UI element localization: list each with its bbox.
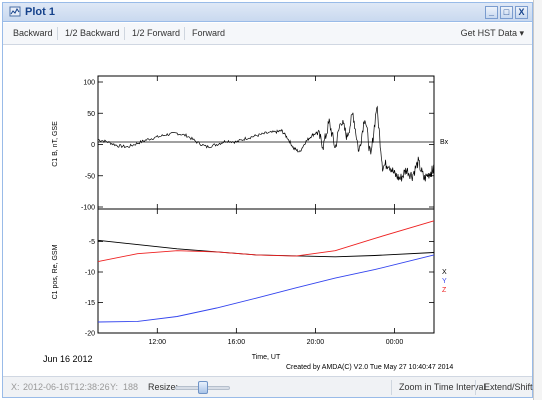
x-tick-label: 12:00 — [149, 339, 167, 346]
toolbar: Backward 1/2 Backward 1/2 Forward Forwar… — [3, 23, 532, 45]
bottom-panel-frame — [97, 208, 435, 334]
window-controls: _ □ X — [485, 6, 528, 19]
background-panel-edge — [533, 0, 542, 400]
legend-z: Z — [442, 287, 447, 294]
y-tick-label: -20 — [85, 331, 95, 338]
top-series-group — [97, 105, 435, 182]
zoom-in-time-interval-button[interactable]: Zoom in Time Interval — [399, 382, 486, 392]
x-tick-label: 00:00 — [386, 339, 404, 346]
close-button[interactable]: X — [515, 6, 528, 19]
bottom-ylabel: C1 pos, Re, GSM — [52, 244, 59, 299]
toolbar-separator — [57, 27, 58, 40]
legend-x: X — [442, 269, 447, 276]
x-tick-label: 20:00 — [307, 339, 325, 346]
status-separator — [391, 380, 392, 395]
date-label: Jun 16 2012 — [43, 354, 93, 364]
bottom-series-group — [97, 220, 435, 323]
maximize-icon: □ — [503, 7, 510, 17]
window-title: Plot 1 — [25, 6, 55, 18]
resize-label: Resize: — [148, 382, 179, 392]
credit-text: Created by AMDA(C) V2.0 Tue May 27 10:40… — [286, 364, 453, 371]
maximize-button[interactable]: □ — [500, 6, 513, 19]
y-tick-label: 0 — [91, 142, 95, 149]
minimize-button[interactable]: _ — [485, 6, 498, 19]
extend-shift-button[interactable]: Extend/Shift — [484, 382, 533, 392]
close-icon: X — [518, 7, 525, 17]
window-titlebar[interactable]: Plot 1 _ □ X — [3, 3, 532, 22]
top-ylabel: C1 B, nT, GSE — [52, 121, 59, 167]
y-coord-value: 188 — [123, 382, 139, 392]
toolbar-separator — [124, 27, 125, 40]
series-z-line — [97, 220, 435, 263]
x-axis: 12:00 16:00 20:00 00:00 — [149, 76, 404, 346]
series-bx-line — [97, 105, 435, 182]
bottom-y-axis: -5 -10 -15 -20 — [85, 239, 434, 338]
plot-area[interactable]: 100 50 0 -50 -100 -5 -10 -15 -20 12:00 16:00 20:0… — [3, 46, 532, 376]
top-y-axis: 100 50 0 -50 -100 — [81, 80, 434, 212]
y-tick-label: 50 — [87, 111, 95, 118]
y-tick-label: -15 — [85, 300, 95, 307]
toolbar-separator — [184, 27, 185, 40]
series-y-line — [97, 254, 435, 323]
bx-legend: Bx — [440, 139, 449, 146]
x-coord-value: 2012-06-16T12:38:26 — [23, 382, 110, 392]
y-tick-label: -50 — [85, 173, 95, 180]
status-separator — [475, 380, 476, 395]
y-coord-label: Y: — [110, 382, 119, 392]
get-hst-data-menu[interactable]: Get HST Data ▾ — [460, 28, 524, 38]
y-tick-label: 100 — [83, 80, 95, 87]
half-forward-button[interactable]: 1/2 Forward — [132, 28, 181, 38]
top-panel-frame — [97, 75, 435, 210]
forward-button[interactable]: Forward — [192, 28, 226, 38]
y-tick-label: -5 — [89, 239, 95, 246]
x-tick-label: 16:00 — [228, 339, 246, 346]
half-backward-button[interactable]: 1/2 Backward — [65, 28, 120, 38]
y-tick-label: -10 — [85, 270, 95, 277]
legend-y: Y — [442, 278, 447, 285]
plot-canvas[interactable]: 100 50 0 -50 -100 -5 -10 -15 -20 12:00 16:00 20:0… — [3, 46, 532, 376]
bottom-legend: XYZ — [442, 269, 447, 294]
y-tick-label: -100 — [81, 205, 95, 212]
backward-button[interactable]: Backward — [13, 28, 53, 38]
status-bar: X: 2012-06-16T12:38:26 Y: 188 Resize: Zo… — [3, 376, 533, 397]
window-frame: Plot 1 _ □ X Backward 1/2 Backward 1/2 F… — [2, 2, 533, 398]
plot-icon — [9, 6, 21, 17]
resize-slider-thumb[interactable] — [198, 381, 208, 394]
series-x-line — [97, 239, 435, 258]
x-coord-label: X: — [11, 382, 20, 392]
x-axis-label: Time, UT — [252, 354, 281, 361]
minimize-icon: _ — [488, 7, 494, 17]
